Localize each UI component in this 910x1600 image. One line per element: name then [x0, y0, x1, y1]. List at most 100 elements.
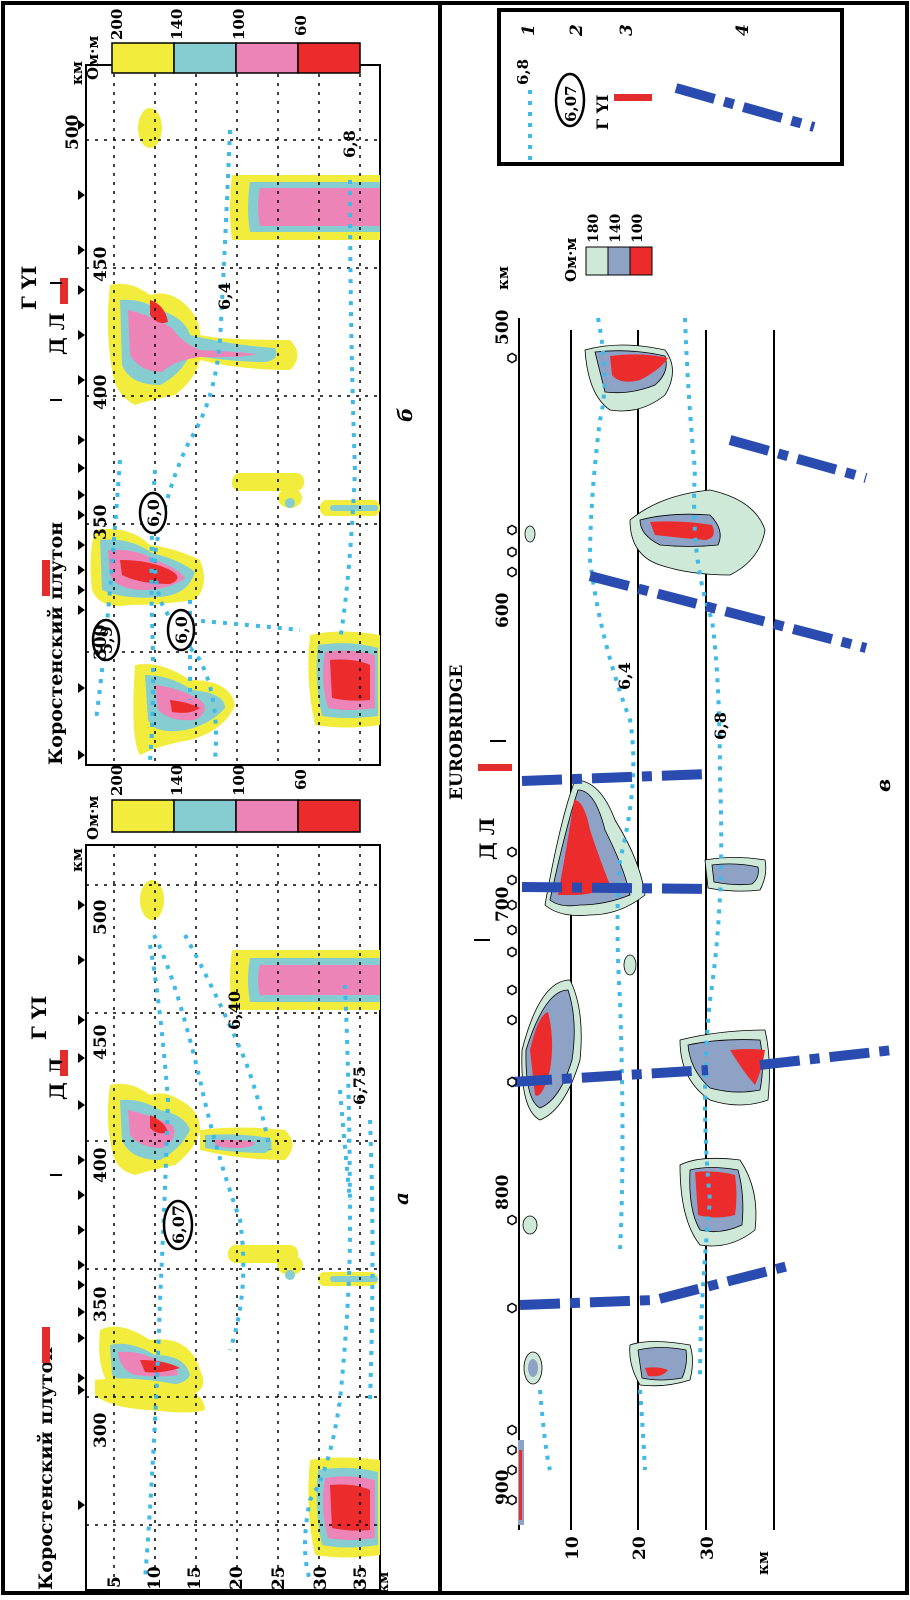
depth-tick-label: 25	[269, 1566, 289, 1590]
depth-unit-label: км	[376, 1572, 392, 1594]
panel-c-anomaly-4	[704, 857, 767, 892]
distance-tick-label: 500	[91, 899, 111, 935]
distance-tick-label: 300	[91, 1412, 111, 1448]
panel-a-anomaly-4	[230, 950, 380, 1010]
panel-b-anomaly-1	[90, 529, 204, 606]
panel-label: в	[871, 779, 895, 792]
velocity-label: 6,75	[350, 1066, 369, 1105]
panel-c-anomaly-2	[629, 489, 766, 576]
distance-tick-label: 700	[493, 886, 513, 922]
legend-value: 140	[168, 9, 186, 40]
key-number: 2	[567, 24, 587, 37]
symbol-key: 1 2 3 4 6,8 6,07 Г YI	[497, 8, 844, 166]
distance-tick-label: 350	[91, 1286, 111, 1322]
panel-a-legend: Ом·м 200 140 100 60	[84, 765, 361, 840]
velocity-label: 6,07	[169, 1205, 188, 1244]
panel-c-anomaly-8	[629, 1341, 693, 1387]
depth-tick-label: 35	[351, 1566, 371, 1590]
panel-b-grid	[86, 65, 380, 765]
panel-b-legend: Ом·м 200 140 100 60	[84, 9, 361, 80]
circled-velocity-marker	[162, 1199, 194, 1251]
place-label: EUROBRIDGE	[447, 665, 467, 800]
panel-b-anomaly-3	[107, 283, 298, 405]
depth-tick-label: 5	[105, 1576, 125, 1588]
panel-a-anomaly-7	[140, 880, 164, 920]
legend-title: Ом·м	[84, 796, 102, 840]
distance-tick-label: 300	[91, 624, 111, 660]
legend-value: 60	[292, 769, 310, 790]
legend-value: 180	[586, 214, 602, 243]
panel-b-anomaly-5	[308, 631, 380, 728]
legend-title: Ом·м	[562, 238, 580, 282]
panel-c-anomaly-3	[544, 779, 646, 916]
station-bar	[60, 278, 68, 304]
panel-c-anomaly-6	[679, 1029, 770, 1106]
key-number: 3	[617, 24, 637, 36]
panel-c-anomaly-1	[584, 344, 673, 412]
distance-tick-label: 500	[63, 114, 83, 150]
distance-tick-label: 450	[91, 246, 111, 282]
panel-a: 6,40 6,75 6,07 300 350 400 450 500 км 5 …	[27, 765, 413, 1594]
key-circled-label: 6,07	[562, 85, 580, 122]
depth-tick-label: 30	[311, 1566, 331, 1590]
depth-tick-label: 10	[563, 1536, 583, 1560]
legend-value: 200	[108, 9, 126, 40]
panel-b-distance-axis: 300 350 400 450 500 км	[63, 61, 111, 660]
depth-tick-label: 15	[185, 1566, 205, 1590]
key-fault-sample	[674, 83, 816, 132]
place-label: Г YI	[17, 266, 41, 310]
key-number: 1	[519, 24, 539, 36]
place-label: Г YI	[27, 996, 51, 1040]
panel-a-distance-axis: 300 350 400 450 500 км	[68, 848, 111, 1448]
panel-b-anomaly-2	[133, 664, 235, 755]
panel-c-distance-axis: 500 600 700 800 900 км	[493, 266, 513, 1505]
distance-tick-label: 400	[91, 374, 111, 410]
key-frame	[497, 8, 844, 166]
legend-value: 60	[292, 15, 310, 36]
panel-b-station-markers	[78, 120, 85, 760]
key-station-label: Г YI	[593, 94, 612, 130]
depth-tick-label: 10	[145, 1566, 165, 1590]
station-bar	[478, 764, 512, 771]
panel-c-fault-lines	[511, 435, 894, 1310]
velocity-label: 5,9	[97, 626, 116, 654]
circled-velocity-marker	[166, 608, 196, 652]
distance-unit-label: км	[68, 61, 86, 85]
key-number: 4	[733, 24, 753, 36]
distance-tick-label: 450	[91, 1024, 111, 1060]
panel-c: 6,4 6,8 500 600 700 800 900 км	[447, 214, 895, 1575]
panel-c-anomaly-9	[518, 525, 637, 1525]
key-station-bar	[614, 94, 652, 101]
legend-value: 100	[230, 9, 248, 40]
panel-a-anomaly-3	[107, 1083, 293, 1175]
distance-tick-label: 350	[91, 504, 111, 540]
panel-b: 6,4 6,8 5,9 6,0 6,0 300 350 400 450 500 …	[17, 9, 417, 766]
legend-value: 140	[608, 214, 624, 243]
panel-c-anomaly-5	[521, 979, 582, 1121]
distance-unit-label: км	[494, 266, 512, 290]
key-circled-sample	[554, 72, 586, 128]
panel-c-anomaly-7	[679, 1157, 757, 1247]
legend-value: 140	[168, 765, 186, 796]
panel-a-anomaly-2	[95, 1378, 205, 1413]
panel-c-station-markers	[507, 352, 517, 1506]
panel-a-depth-axis: 5 10 15 20 25 30 35 км	[105, 1566, 392, 1594]
key-velocity-sample: 6,8	[514, 59, 532, 85]
velocity-label: 6,40	[225, 991, 244, 1030]
station-bar	[42, 560, 50, 596]
velocity-label: 6,4	[215, 282, 234, 310]
place-label: Д Л	[45, 313, 69, 355]
circled-velocity-marker	[138, 491, 168, 535]
panel-label: а	[389, 1192, 413, 1205]
panel-c-depth-axis: 10 20 30 км	[563, 1536, 772, 1575]
panel-b-anomaly-7	[138, 108, 162, 148]
depth-tick-label: 20	[227, 1566, 247, 1590]
panel-a-anomaly-6	[228, 1245, 378, 1286]
depth-tick-label: 30	[698, 1536, 718, 1560]
place-label: Д Л	[475, 818, 499, 860]
panel-b-anomaly-6	[232, 473, 380, 516]
velocity-label: 6,4	[615, 662, 634, 690]
depth-tick-label: 20	[630, 1536, 650, 1560]
